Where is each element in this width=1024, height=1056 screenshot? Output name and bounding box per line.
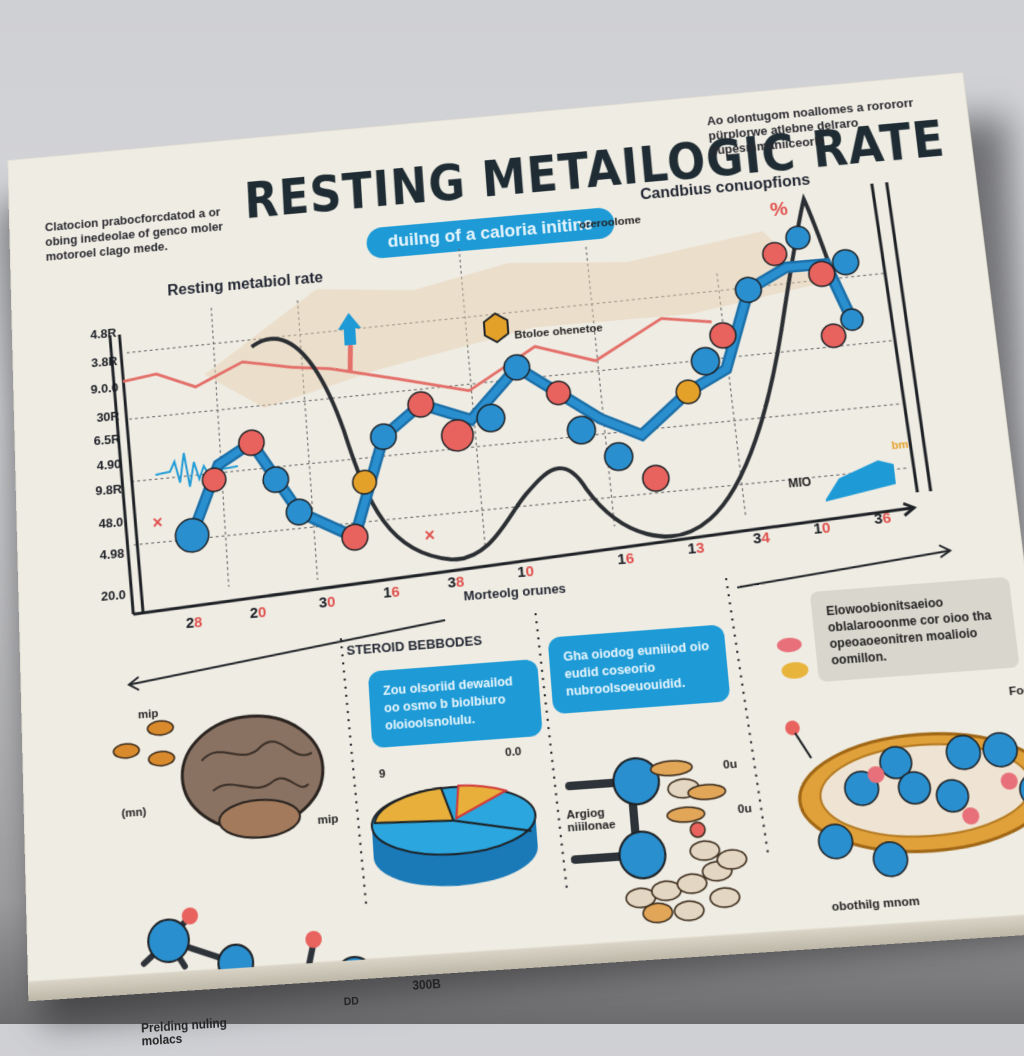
yellow-legend-dot — [780, 661, 810, 680]
pie-chart-icon — [370, 780, 540, 892]
orange-atom-label: DD — [343, 995, 360, 1009]
molecule-caption-left: Prelding nuling molacs — [140, 1017, 228, 1049]
hexagon-molecule-icon — [483, 313, 509, 344]
callout-steroid: Zou olsoriid dewailod oo osmo b biolbiur… — [367, 658, 543, 749]
food-plate-icon — [794, 725, 1024, 882]
pie-label-2: 0.0 — [504, 745, 522, 760]
molecule-caption-right: 300B — [412, 978, 442, 994]
scatter-label-2: 0u — [737, 802, 753, 817]
mio-label: MIO — [788, 476, 812, 490]
coin-stack-icon — [113, 720, 175, 769]
divider-3 — [726, 577, 768, 858]
atoms — [165, 221, 886, 564]
pie-label-1: 9 — [378, 768, 386, 781]
brain-label-3: mip — [317, 813, 339, 828]
shaded-band — [200, 226, 827, 413]
metabolic-chart: % × × — [8, 72, 1024, 673]
lower-illustrations — [8, 72, 1024, 983]
x-mark-2: × — [152, 512, 163, 533]
brain-label-2: (mn) — [121, 806, 147, 821]
pointer-pin-icon — [784, 720, 812, 760]
pink-legend-dot — [776, 636, 803, 654]
foods-label: Foode — [1008, 683, 1024, 699]
blue-area — [822, 459, 898, 502]
brain-icon — [180, 711, 326, 843]
dumbbell-label: Argiog niiilonae — [565, 806, 617, 835]
operation-label: oreroolome — [579, 214, 642, 231]
bm-label: bm — [891, 439, 909, 453]
divider-1 — [341, 638, 366, 907]
scatter-label-1: 0u — [722, 758, 738, 772]
info-box: Elowoobionitsaeioo oblalarooonme cor oio… — [809, 576, 1020, 683]
x-mark: × — [424, 524, 436, 545]
callout-molecule: Gha oiodog euniiiod oio eudid coseorio n… — [547, 624, 731, 715]
brain-label-1: mip — [137, 707, 159, 722]
poster-canvas: RESTING METAILOGIC RATE duilng of a calo… — [7, 72, 1024, 1049]
percent-mark: % — [769, 199, 789, 221]
up-arrow-icon — [336, 311, 364, 373]
